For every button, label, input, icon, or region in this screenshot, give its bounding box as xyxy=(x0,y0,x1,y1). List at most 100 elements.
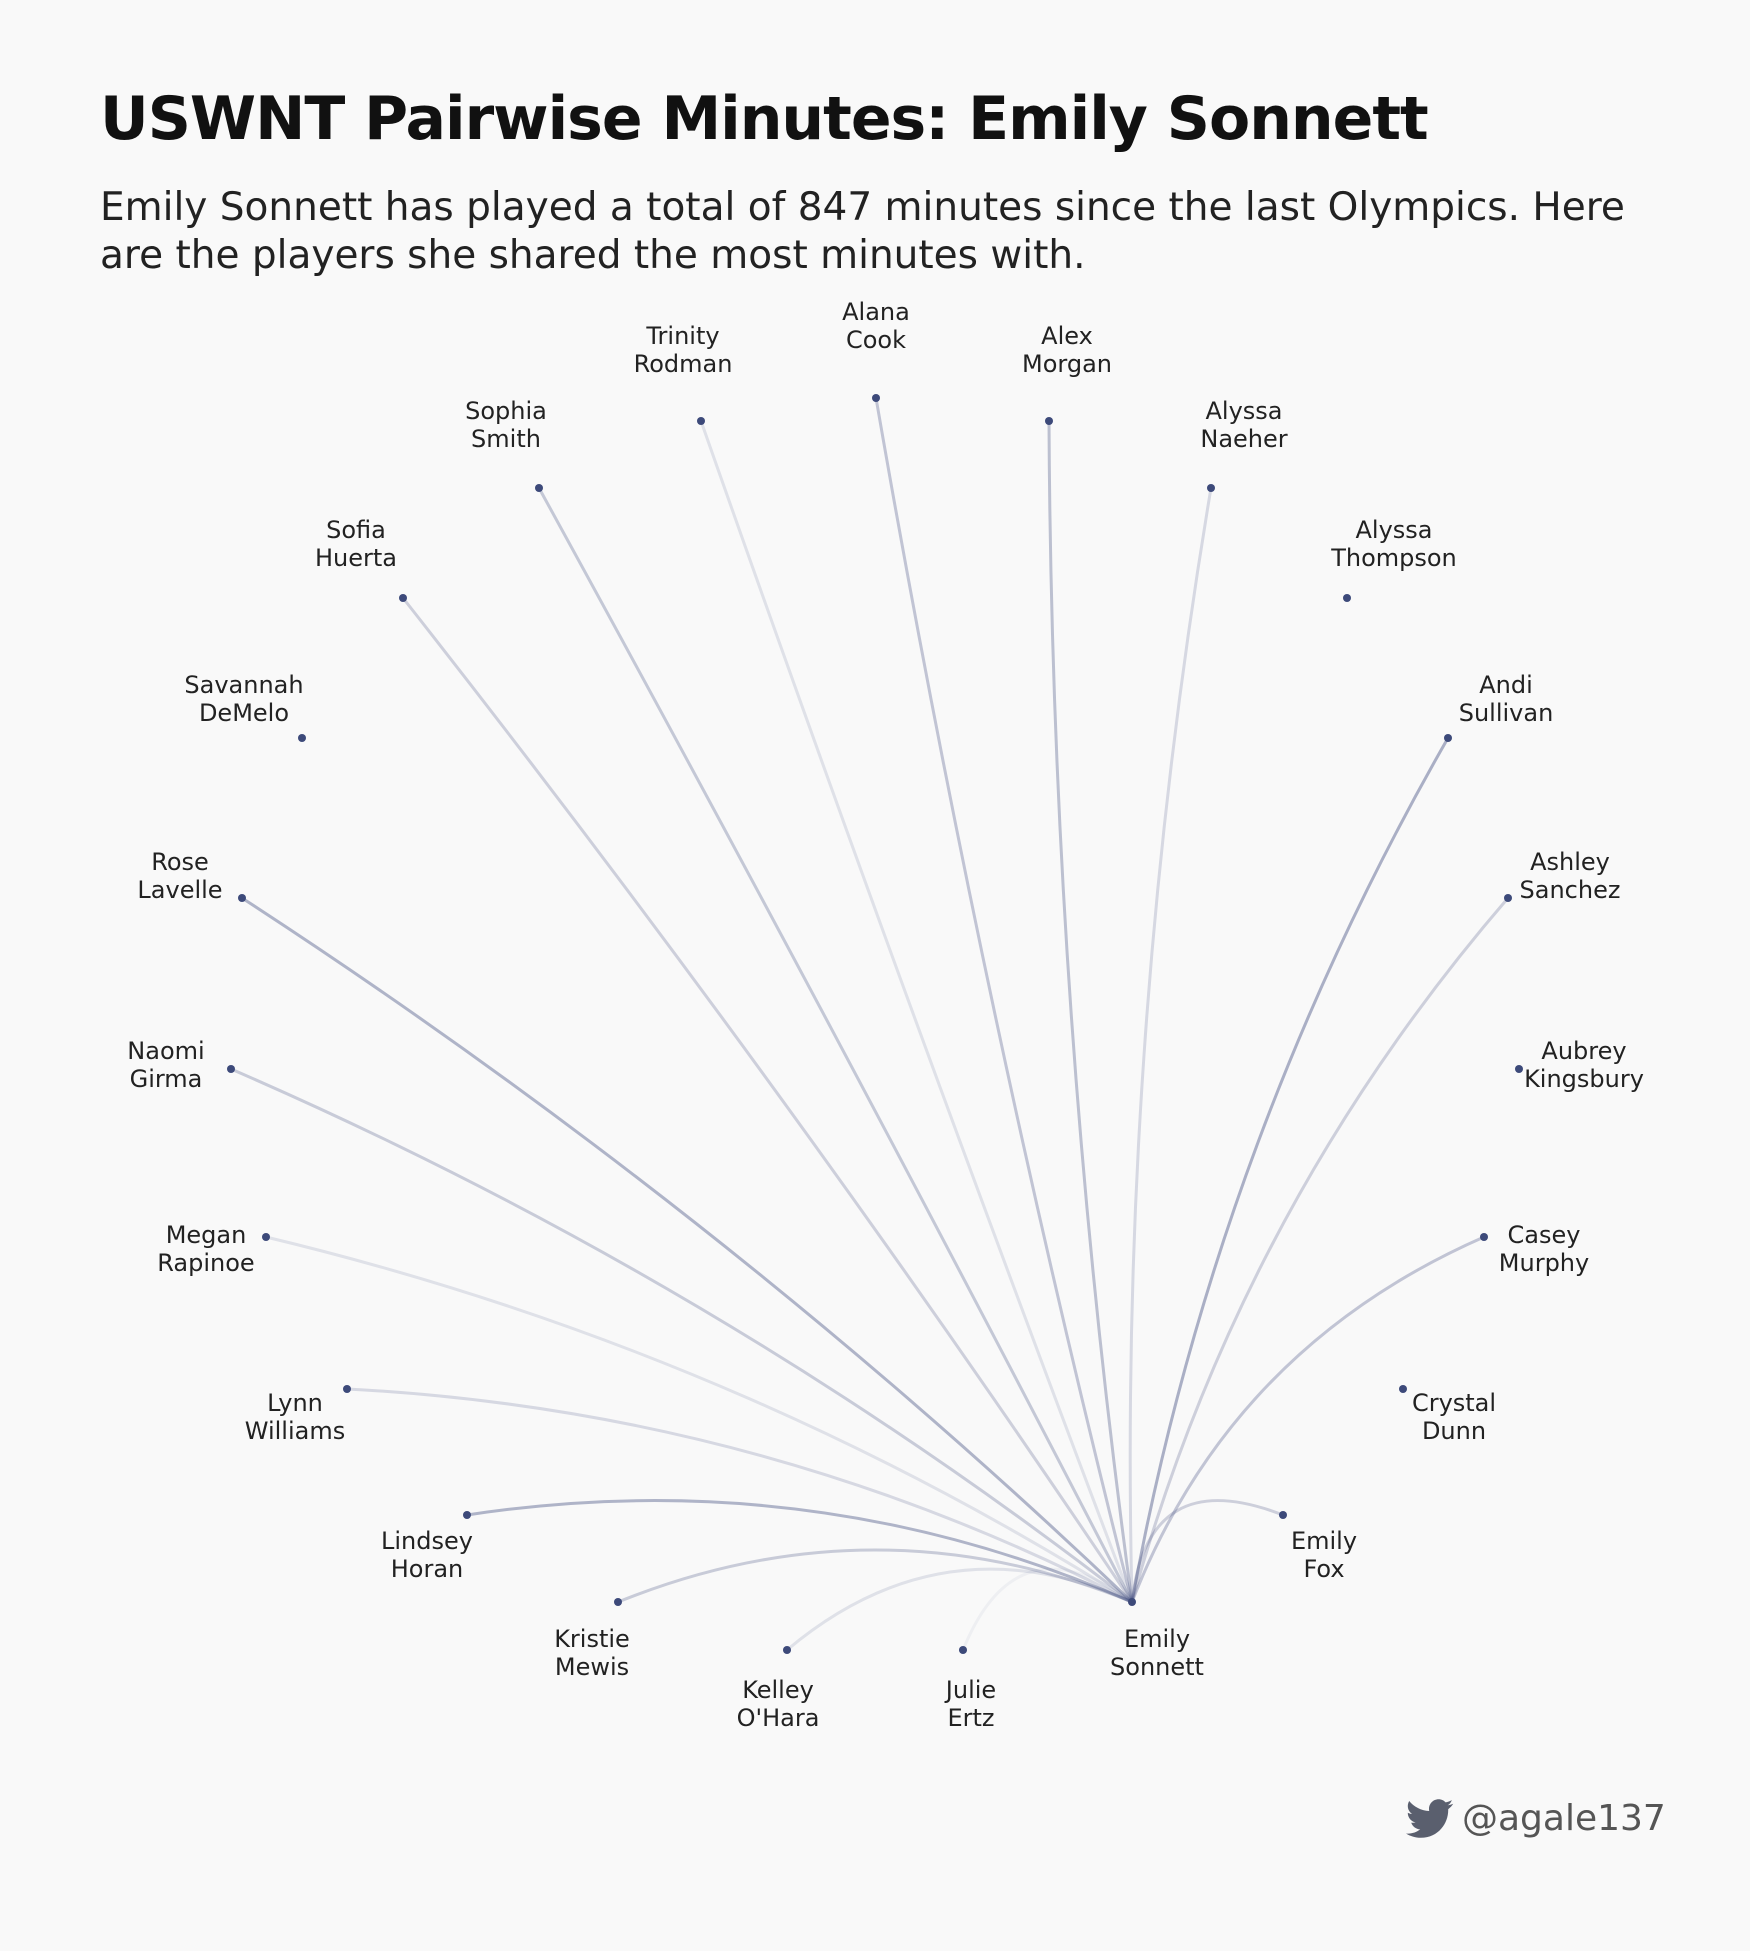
node-trinity-rodman xyxy=(697,417,705,425)
label-line: Sanchez xyxy=(1520,876,1621,904)
label-line: Kristie xyxy=(554,1625,630,1653)
node-rose-lavelle xyxy=(238,894,246,902)
label-line: Kingsbury xyxy=(1524,1065,1644,1093)
link-kelley-ohara xyxy=(786,1567,1133,1652)
label-line: Williams xyxy=(245,1417,345,1445)
node-alyssa-thompson xyxy=(1343,594,1351,602)
link-kristie-mewis xyxy=(617,1548,1133,1604)
node-layer xyxy=(227,394,1523,1654)
label-trinity-rodman: Trinity Rodman xyxy=(634,322,733,378)
label-line: Kelley xyxy=(742,1676,814,1704)
label-casey-murphy: Casey Murphy xyxy=(1499,1221,1589,1277)
link-andi-sullivan xyxy=(1130,737,1450,1603)
label-megan-rapinoe: Megan Rapinoe xyxy=(157,1221,254,1277)
label-line: Alex xyxy=(1041,322,1093,350)
label-line: Rose xyxy=(151,848,209,876)
twitter-handle: @agale137 xyxy=(1462,1798,1666,1839)
label-line: Ashley xyxy=(1530,848,1610,876)
label-line: Emily xyxy=(1291,1527,1357,1555)
label-line: Rodman xyxy=(634,350,733,378)
label-emily-fox: Emily Fox xyxy=(1291,1527,1357,1583)
label-alyssa-naeher: Alyssa Naeher xyxy=(1200,397,1287,453)
link-lindsey-horan xyxy=(466,1499,1133,1604)
label-line: Smith xyxy=(471,425,541,453)
label-crystal-dunn: Crystal Dunn xyxy=(1412,1389,1496,1445)
label-line: Aubrey xyxy=(1541,1037,1626,1065)
label-kristie-mewis: Kristie Mewis xyxy=(554,1625,630,1681)
label-sophia-smith: Sophia Smith xyxy=(465,397,547,453)
node-megan-rapinoe xyxy=(262,1233,270,1241)
label-line: DeMelo xyxy=(199,699,289,727)
link-emily-fox xyxy=(1130,1499,1284,1603)
node-julie-ertz xyxy=(959,1646,967,1654)
node-naomi-girma xyxy=(227,1065,235,1073)
node-ashley-sanchez xyxy=(1504,894,1512,902)
label-line: Huerta xyxy=(315,544,397,572)
link-alana-cook xyxy=(874,397,1134,1603)
node-alex-morgan xyxy=(1045,417,1053,425)
label-line: Sofia xyxy=(326,516,386,544)
label-line: Alyssa xyxy=(1355,516,1432,544)
label-line: Alyssa xyxy=(1205,397,1282,425)
link-sofia-huerta xyxy=(401,597,1134,1603)
credit: @agale137 xyxy=(1406,1798,1666,1839)
label-line: Fox xyxy=(1303,1555,1344,1583)
label-alana-cook: Alana Cook xyxy=(842,298,910,354)
label-julie-ertz: Julie Ertz xyxy=(944,1676,996,1732)
label-line: Mewis xyxy=(555,1653,629,1681)
node-alyssa-naeher xyxy=(1207,484,1215,492)
label-line: Sophia xyxy=(465,397,547,425)
label-line: Dunn xyxy=(1422,1417,1486,1445)
node-sophia-smith xyxy=(535,484,543,492)
label-lindsey-horan: Lindsey Horan xyxy=(381,1527,473,1583)
node-sofia-huerta xyxy=(399,594,407,602)
label-alyssa-thompson: Alyssa Thompson xyxy=(1330,516,1457,572)
label-line: Ertz xyxy=(947,1704,994,1732)
label-sofia-huerta: Sofia Huerta xyxy=(315,516,397,572)
label-line: Lynn xyxy=(267,1389,323,1417)
link-casey-murphy xyxy=(1130,1235,1485,1603)
label-line: Naomi xyxy=(127,1037,204,1065)
node-lindsey-horan xyxy=(463,1511,471,1519)
label-alex-morgan: Alex Morgan xyxy=(1022,322,1112,378)
link-megan-rapinoe xyxy=(265,1235,1133,1604)
label-line: O'Hara xyxy=(737,1704,820,1732)
label-line: Girma xyxy=(130,1065,203,1093)
label-line: Sullivan xyxy=(1459,699,1554,727)
node-emily-fox xyxy=(1279,1511,1287,1519)
link-sophia-smith xyxy=(537,487,1134,1603)
link-naomi-girma xyxy=(230,1067,1133,1604)
node-alana-cook xyxy=(872,394,880,402)
label-line: Sonnett xyxy=(1110,1653,1204,1681)
page-title: USWNT Pairwise Minutes: Emily Sonnett xyxy=(100,84,1429,154)
label-line: Thompson xyxy=(1330,544,1457,572)
node-emily-sonnett xyxy=(1128,1598,1136,1606)
label-naomi-girma: Naomi Girma xyxy=(127,1037,204,1093)
label-line: Cook xyxy=(846,326,906,354)
label-line: Morgan xyxy=(1022,350,1112,378)
link-ashley-sanchez xyxy=(1130,897,1510,1603)
label-savannah-demelo: Savannah DeMelo xyxy=(184,671,303,727)
label-emily-sonnett: Emily Sonnett xyxy=(1110,1625,1204,1681)
label-line: Emily xyxy=(1124,1625,1190,1653)
link-alex-morgan xyxy=(1047,420,1134,1603)
twitter-bird-icon xyxy=(1406,1798,1454,1839)
label-line: Lavelle xyxy=(137,876,222,904)
node-crystal-dunn xyxy=(1399,1385,1407,1393)
link-alyssa-naeher xyxy=(1128,487,1213,1603)
label-line: Julie xyxy=(944,1676,996,1704)
link-julie-ertz xyxy=(961,1567,1133,1651)
page-subtitle: Emily Sonnett has played a total of 847 … xyxy=(100,185,1625,278)
label-line: Crystal xyxy=(1412,1389,1496,1417)
node-kristie-mewis xyxy=(614,1598,622,1606)
link-rose-lavelle xyxy=(241,896,1134,1604)
label-line: Naeher xyxy=(1200,425,1287,453)
node-savannah-demelo xyxy=(298,734,306,742)
node-kelley-ohara xyxy=(783,1646,791,1654)
node-lynn-williams xyxy=(343,1385,351,1393)
label-line: Savannah xyxy=(184,671,303,699)
label-line: Rapinoe xyxy=(157,1249,254,1277)
label-kelley-ohara: Kelley O'Hara xyxy=(737,1676,820,1732)
